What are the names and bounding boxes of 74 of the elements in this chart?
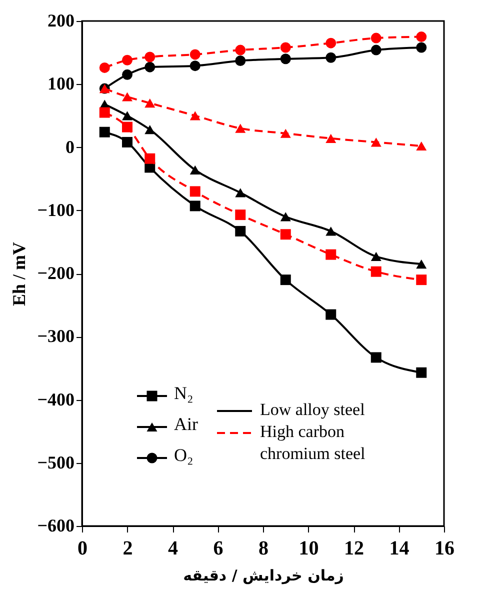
point — [416, 259, 427, 269]
point — [370, 352, 382, 363]
y-tick-label: 200 — [48, 10, 74, 30]
point — [235, 188, 246, 198]
y-tick-label: −200 — [37, 263, 74, 283]
point — [370, 32, 382, 44]
annotation: Low alloy steel — [260, 400, 366, 419]
point — [235, 124, 246, 133]
point — [122, 136, 132, 148]
x-tick-label: 4 — [168, 538, 178, 560]
point — [280, 54, 291, 64]
point — [280, 229, 291, 240]
point — [99, 107, 110, 118]
point — [416, 42, 427, 53]
legend-label: N₂ — [174, 383, 194, 403]
point — [416, 32, 427, 42]
point — [280, 212, 291, 222]
point — [190, 60, 200, 72]
x-tick-label: 6 — [213, 538, 224, 560]
x-tick-label: 2 — [122, 538, 133, 560]
point — [370, 266, 382, 277]
point — [122, 54, 132, 66]
y-axis-title: Eh / mV — [9, 242, 30, 306]
point — [235, 44, 246, 56]
point — [326, 134, 336, 143]
x-tick-label: 10 — [298, 538, 319, 560]
x-tick-label: 16 — [434, 538, 454, 560]
point — [416, 141, 427, 151]
y-tick-label: −600 — [37, 516, 74, 536]
point — [144, 52, 156, 62]
x-tick-label: 8 — [258, 538, 268, 560]
point — [416, 274, 427, 286]
point — [370, 252, 382, 261]
point — [280, 42, 291, 53]
point — [326, 38, 336, 48]
point — [190, 200, 200, 212]
point — [122, 69, 132, 80]
point — [370, 44, 382, 56]
point — [144, 125, 156, 134]
point — [122, 122, 132, 132]
point — [144, 62, 156, 72]
point — [144, 153, 156, 164]
point — [190, 165, 200, 175]
point — [326, 249, 336, 260]
point — [190, 186, 200, 197]
y-tick-label: 100 — [48, 74, 74, 94]
x-axis-title: زمان خردایش / دقیقه — [183, 566, 344, 584]
y-tick-label: 0 — [66, 136, 74, 157]
point — [326, 226, 336, 236]
point — [416, 367, 427, 378]
point — [122, 111, 132, 120]
y-tick-label: −500 — [37, 452, 74, 472]
point — [235, 226, 246, 236]
point — [122, 92, 132, 102]
point — [99, 126, 110, 138]
x-tick-label: 14 — [389, 538, 410, 560]
point — [326, 309, 336, 320]
x-tick-label: 12 — [344, 538, 364, 560]
point — [99, 62, 110, 73]
y-tick-label: −100 — [37, 200, 74, 220]
point — [190, 49, 200, 60]
point — [235, 56, 246, 66]
point — [235, 210, 246, 220]
y-tick-label: −400 — [37, 389, 74, 410]
legend-label: Air — [174, 414, 198, 434]
point — [190, 111, 200, 120]
point — [370, 138, 382, 147]
annotation: High carbon chromium steel — [260, 422, 366, 463]
point — [280, 128, 291, 138]
y-tick-label: −300 — [37, 326, 74, 346]
legend-label: O₂ — [174, 445, 194, 465]
point — [326, 52, 336, 63]
point — [144, 98, 156, 108]
point — [280, 274, 291, 286]
